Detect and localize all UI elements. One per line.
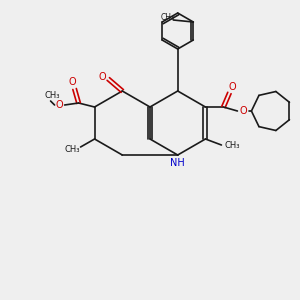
Text: O: O [98,72,106,82]
Text: NH: NH [170,158,185,168]
Text: O: O [240,106,247,116]
Text: CH₃: CH₃ [160,14,174,22]
Text: CH₃: CH₃ [225,142,240,151]
Text: O: O [69,77,76,87]
Text: CH₃: CH₃ [65,145,80,154]
Text: CH₃: CH₃ [45,91,60,100]
Text: O: O [229,82,236,92]
Text: O: O [56,100,63,110]
